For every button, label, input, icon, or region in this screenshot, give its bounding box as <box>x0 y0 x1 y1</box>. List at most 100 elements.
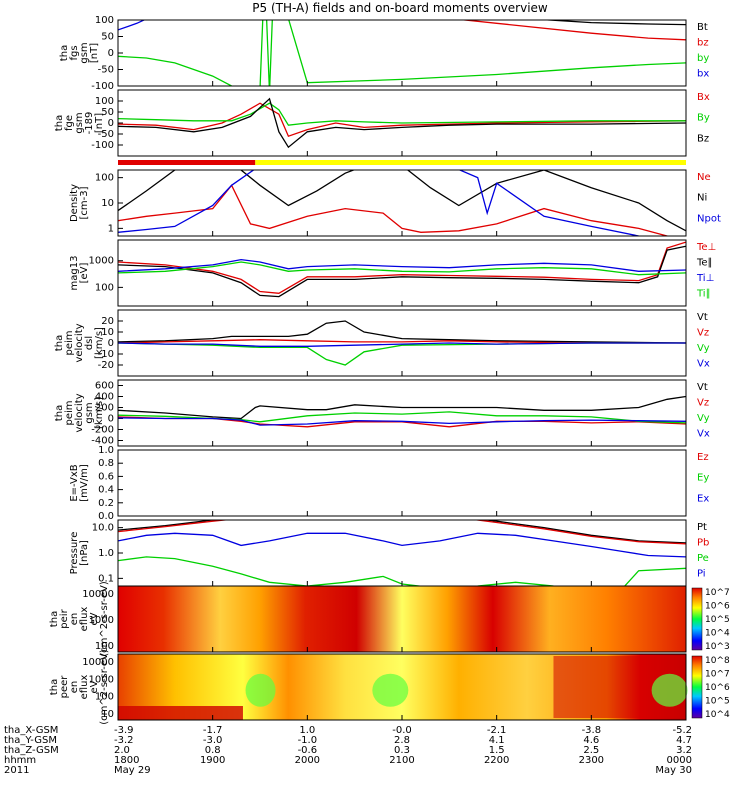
y-axis-label: velocity <box>74 323 85 362</box>
ephemeris-value: -2.1 <box>487 725 507 736</box>
series-line-Vx <box>118 342 686 347</box>
panel-frame <box>117 239 687 307</box>
panel-frame <box>117 169 687 237</box>
ephemeris-value: -0.0 <box>392 725 412 736</box>
legend-label: Vy <box>697 413 710 424</box>
y-tick-label: -20 <box>98 360 114 371</box>
panel-10: 10^8 10^7 10^6 10^5 10^4 10000 1000 100 10 tha pee… <box>49 649 730 725</box>
colorbar-tick-label: 10^7 <box>705 670 730 680</box>
series-line-by <box>118 20 686 86</box>
legend-label: Ex <box>697 493 709 504</box>
ephemeris-row-label: hhmm <box>4 755 36 766</box>
colorbar-tick-label: 10^4 <box>705 629 730 639</box>
y-tick-label: -100 <box>91 140 114 151</box>
y-axis-label: Pressure <box>69 532 80 575</box>
y-axis-label: [eV] <box>79 263 90 284</box>
panel-frame <box>117 379 687 447</box>
y-tick-label: 20 <box>101 316 114 327</box>
series-line-Vt <box>118 395 686 420</box>
ephemeris-value: -0.6 <box>298 745 318 756</box>
y-axis-label: [nPa] <box>79 540 90 566</box>
colorbar-tick-label: 10^4 <box>705 710 730 720</box>
series-line-Vy <box>118 342 686 366</box>
y-tick-label: -50 <box>98 129 114 140</box>
y-tick-label: 10 <box>101 327 114 338</box>
ephemeris-value: 2200 <box>484 755 509 766</box>
ephemeris-row-label: tha_Z-GSM <box>4 745 59 756</box>
y-tick-label: 0 <box>108 118 114 129</box>
y-tick-label: 50 <box>101 107 114 118</box>
ephemeris-value: 2.0 <box>114 745 130 756</box>
ephemeris-value: 2.8 <box>394 735 410 746</box>
panel-4: 1000 100 mag13 [eV] Te⊥ Te∥ Ti⊥ Ti∥ <box>69 239 716 307</box>
y-axis-label: tha <box>54 115 65 131</box>
y-axis-label: en <box>69 613 80 626</box>
series-line-Te <box>118 241 686 294</box>
legend-label: Ti⊥ <box>696 273 714 284</box>
y-tick-label: 0 <box>108 338 114 349</box>
panel-frame <box>117 519 687 587</box>
ephemeris-value: -3.2 <box>114 735 134 746</box>
y-axis-label: [km/s] <box>94 327 105 359</box>
series-line-Te <box>118 245 686 298</box>
y-tick-label: 0.6 <box>98 471 114 482</box>
y-tick-label: 10 <box>101 709 114 720</box>
ephemeris-row-label: tha_Y-GSM <box>4 735 57 746</box>
ephemeris-value: 2.5 <box>583 745 599 756</box>
legend-label: Bt <box>697 22 708 33</box>
legend-label: Vy <box>697 343 710 354</box>
y-tick-label: 0.1 <box>98 573 114 584</box>
legend-label: Bx <box>697 92 710 103</box>
ephemeris-value: -3.8 <box>582 725 602 736</box>
ephemeris-value: May 29 <box>114 765 151 776</box>
heatmap-blob <box>372 673 409 707</box>
y-axis-label: en <box>69 681 80 694</box>
heatmap-field <box>118 586 686 652</box>
y-tick-label: 0 <box>108 48 114 59</box>
legend-label: by <box>697 53 709 64</box>
ephemeris-value: -1.7 <box>203 725 223 736</box>
ephemeris-row-label: 2011 <box>4 765 29 776</box>
legend-label: Vt <box>697 312 708 323</box>
y-tick-label: 100 <box>95 282 114 293</box>
y-tick-label: 1.0 <box>98 548 114 559</box>
y-tick-label: 100 <box>95 96 114 107</box>
series-line-Vt <box>118 320 686 344</box>
panel-frame <box>117 449 687 517</box>
y-tick-label: 100 <box>95 173 114 184</box>
series-line-Ne <box>118 184 670 236</box>
y-axis-label: [nT] <box>94 113 105 133</box>
series-line-Ti <box>118 258 686 272</box>
y-axis-label: eflux <box>79 607 90 632</box>
legend-label: Vx <box>697 429 710 440</box>
legend-label: bx <box>697 69 709 80</box>
ephemeris-row-label: tha_X-GSM <box>4 725 58 736</box>
ephemeris-value: 2300 <box>579 755 604 766</box>
series-line-Pb <box>118 520 686 545</box>
series-line-bz <box>458 20 686 41</box>
y-tick-label: 0.2 <box>98 498 114 509</box>
y-tick-label: 200 <box>95 403 114 414</box>
y-axis-label: tha <box>54 405 65 421</box>
y-tick-label: -100 <box>91 81 114 92</box>
ephemeris-value: 4.7 <box>676 735 692 746</box>
legend-label: Te⊥ <box>696 242 716 253</box>
y-tick-label: 0.0 <box>98 511 114 522</box>
y-tick-label: 400 <box>95 392 114 403</box>
legend-label: Pb <box>697 538 709 549</box>
x-axis-annotation: tha_X-GSM -3.9 -1.7 1.0 -0.0 -2.1 -3.8 -5.2 tha_… <box>4 725 692 776</box>
figure-title: P5 (TH-A) fields and on-board moments ov… <box>252 1 548 15</box>
legend-label: Ti∥ <box>696 289 711 300</box>
heatmap-band <box>118 706 243 720</box>
colorbar-tick-label: 10^5 <box>705 697 730 707</box>
legend-label: Pt <box>697 522 707 533</box>
series-line-Vz <box>118 339 686 344</box>
y-tick-label: 1.0 <box>98 445 114 456</box>
legend-label: Ni <box>697 193 707 204</box>
y-tick-label: 1000 <box>89 674 114 685</box>
y-axis-label: (cm^2-s-sr-eV) <box>99 649 110 725</box>
legend-label: Ne <box>697 172 711 183</box>
y-axis-label: [cm-3] <box>79 186 90 219</box>
colorbar-tick-label: 10^5 <box>705 615 730 625</box>
